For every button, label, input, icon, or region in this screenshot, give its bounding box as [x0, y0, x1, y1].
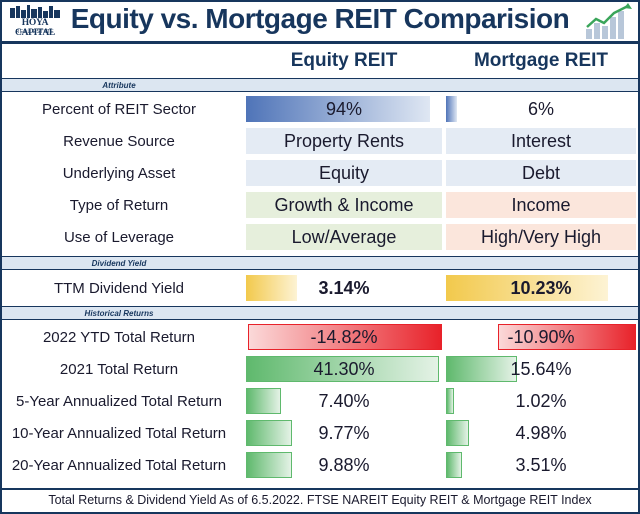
equity-value: 94%	[325, 99, 363, 119]
row-label: Type of Return	[69, 197, 169, 214]
row-label: Percent of REIT Sector	[42, 101, 196, 118]
row-label: 20-Year Annualized Total Return	[11, 457, 227, 474]
equity-cell: Low/Average	[246, 224, 442, 250]
equity-return-bar	[246, 452, 293, 478]
mortgage-return-cell: -10.90%	[446, 324, 636, 350]
equity-cell: 94%	[246, 96, 442, 122]
header: HOYA CAPITAL REAL ESTATE Equity vs. Mort…	[0, 0, 640, 44]
equity-value: Low/Average	[291, 227, 397, 247]
equity-return-value: 7.40%	[318, 391, 370, 411]
section-title: Historical Returns	[84, 309, 154, 318]
mortgage-value: Debt	[521, 163, 561, 183]
equity-share-bar	[246, 96, 431, 122]
row-label: Underlying Asset	[62, 165, 176, 182]
equity-return-bar	[248, 324, 442, 350]
dividend-equity-cell: 3.14%	[246, 275, 442, 301]
row-label: 2022 YTD Total Return	[42, 329, 196, 346]
dividend-mortgage-cell: 10.23%	[446, 275, 636, 301]
equity-return-cell: -14.82%	[246, 324, 442, 350]
equity-return-cell: 9.88%	[246, 452, 442, 478]
equity-return-value: -14.82%	[310, 327, 378, 347]
mortgage-cell: Income	[446, 192, 636, 218]
equity-return-cell: 7.40%	[246, 388, 442, 414]
section-header-historical: Historical Returns	[0, 306, 640, 320]
row-label: Use of Leverage	[63, 229, 175, 246]
mortgage-return-cell: 3.51%	[446, 452, 636, 478]
equity-return-value: 9.88%	[318, 455, 370, 475]
dividend-mortgage-value: 10.23%	[510, 278, 572, 298]
mortgage-cell: 6%	[446, 96, 636, 122]
mortgage-value: 6%	[527, 99, 554, 119]
mortgage-return-value: 1.02%	[515, 391, 567, 411]
mortgage-value: Income	[511, 195, 571, 215]
mortgage-value: Interest	[510, 131, 572, 151]
mortgage-share-bar	[446, 96, 458, 122]
mortgage-cell: Interest	[446, 128, 636, 154]
mortgage-cell: High/Very High	[446, 224, 636, 250]
row-label: Revenue Source	[63, 133, 175, 150]
mortgage-return-value: 15.64%	[510, 359, 572, 379]
hoya-capital-logo: HOYA CAPITAL REAL ESTATE	[6, 4, 64, 42]
section-title: Dividend Yield	[91, 259, 147, 268]
mortgage-return-bar	[446, 356, 517, 382]
dividend-equity-value: 3.14%	[318, 278, 370, 298]
mortgage-return-bar	[446, 452, 462, 478]
mortgage-return-bar	[446, 388, 454, 414]
mortgage-return-cell: 1.02%	[446, 388, 636, 414]
dividend-mortgage-bar	[446, 275, 608, 301]
equity-cell: Growth & Income	[246, 192, 442, 218]
mortgage-return-value: -10.90%	[507, 327, 575, 347]
mortgage-return-cell: 4.98%	[446, 420, 636, 446]
equity-return-cell: 41.30%	[246, 356, 442, 382]
row-label-dividend-yield: TTM Dividend Yield	[53, 280, 185, 297]
mortgage-return-value: 3.51%	[515, 455, 567, 475]
equity-value: Growth & Income	[274, 195, 414, 215]
mortgage-return-bar	[497, 324, 636, 350]
section-title: Attribute	[102, 81, 136, 90]
footer-note: Total Returns & Dividend Yield As of 6.5…	[0, 488, 640, 510]
equity-return-bar	[246, 356, 439, 382]
equity-value: Equity	[318, 163, 370, 183]
equity-cell: Property Rents	[246, 128, 442, 154]
chart-icon	[584, 3, 634, 41]
equity-return-cell: 9.77%	[246, 420, 442, 446]
logo-text: HOYA CAPITAL	[15, 18, 55, 38]
mortgage-return-bar	[446, 420, 469, 446]
row-label: 10-Year Annualized Total Return	[11, 425, 227, 442]
row-label: 2021 Total Return	[59, 361, 179, 378]
equity-return-value: 9.77%	[318, 423, 370, 443]
equity-cell: Equity	[246, 160, 442, 186]
equity-return-bar	[246, 388, 281, 414]
equity-return-value: 41.30%	[313, 359, 375, 379]
section-header-dividend: Dividend Yield	[0, 256, 640, 270]
equity-value: Property Rents	[283, 131, 405, 151]
column-header-mortgage: Mortgage REIT	[473, 50, 609, 71]
page-title: Equity vs. Mortgage REIT Comparision	[70, 3, 570, 34]
logo-subtext: REAL ESTATE	[15, 29, 55, 35]
mortgage-return-cell: 15.64%	[446, 356, 636, 382]
section-header-attribute: Attribute	[0, 78, 640, 92]
dividend-equity-bar	[246, 275, 298, 301]
column-header-equity: Equity REIT	[290, 50, 398, 71]
mortgage-cell: Debt	[446, 160, 636, 186]
row-label: 5-Year Annualized Total Return	[16, 393, 222, 410]
mortgage-return-value: 4.98%	[515, 423, 567, 443]
mortgage-value: High/Very High	[480, 227, 602, 247]
equity-return-bar	[246, 420, 292, 446]
